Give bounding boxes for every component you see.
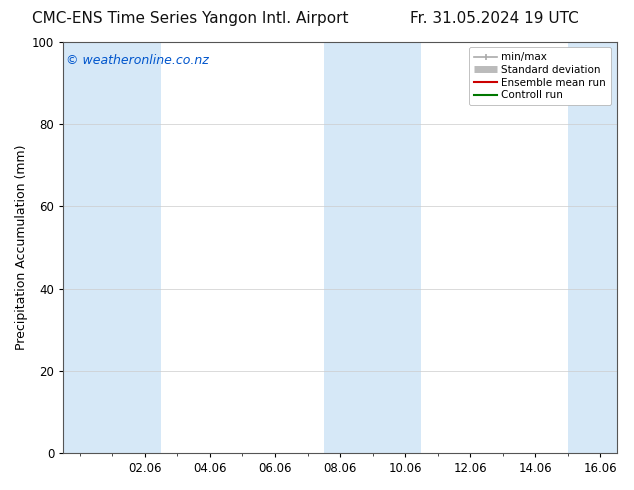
Text: © weatheronline.co.nz: © weatheronline.co.nz bbox=[66, 54, 209, 68]
Bar bbox=[63, 42, 161, 453]
Bar bbox=[324, 42, 422, 453]
Bar bbox=[568, 42, 617, 453]
Y-axis label: Precipitation Accumulation (mm): Precipitation Accumulation (mm) bbox=[15, 145, 28, 350]
Legend: min/max, Standard deviation, Ensemble mean run, Controll run: min/max, Standard deviation, Ensemble me… bbox=[469, 47, 611, 105]
Text: Fr. 31.05.2024 19 UTC: Fr. 31.05.2024 19 UTC bbox=[410, 11, 579, 26]
Text: CMC-ENS Time Series Yangon Intl. Airport: CMC-ENS Time Series Yangon Intl. Airport bbox=[32, 11, 349, 26]
